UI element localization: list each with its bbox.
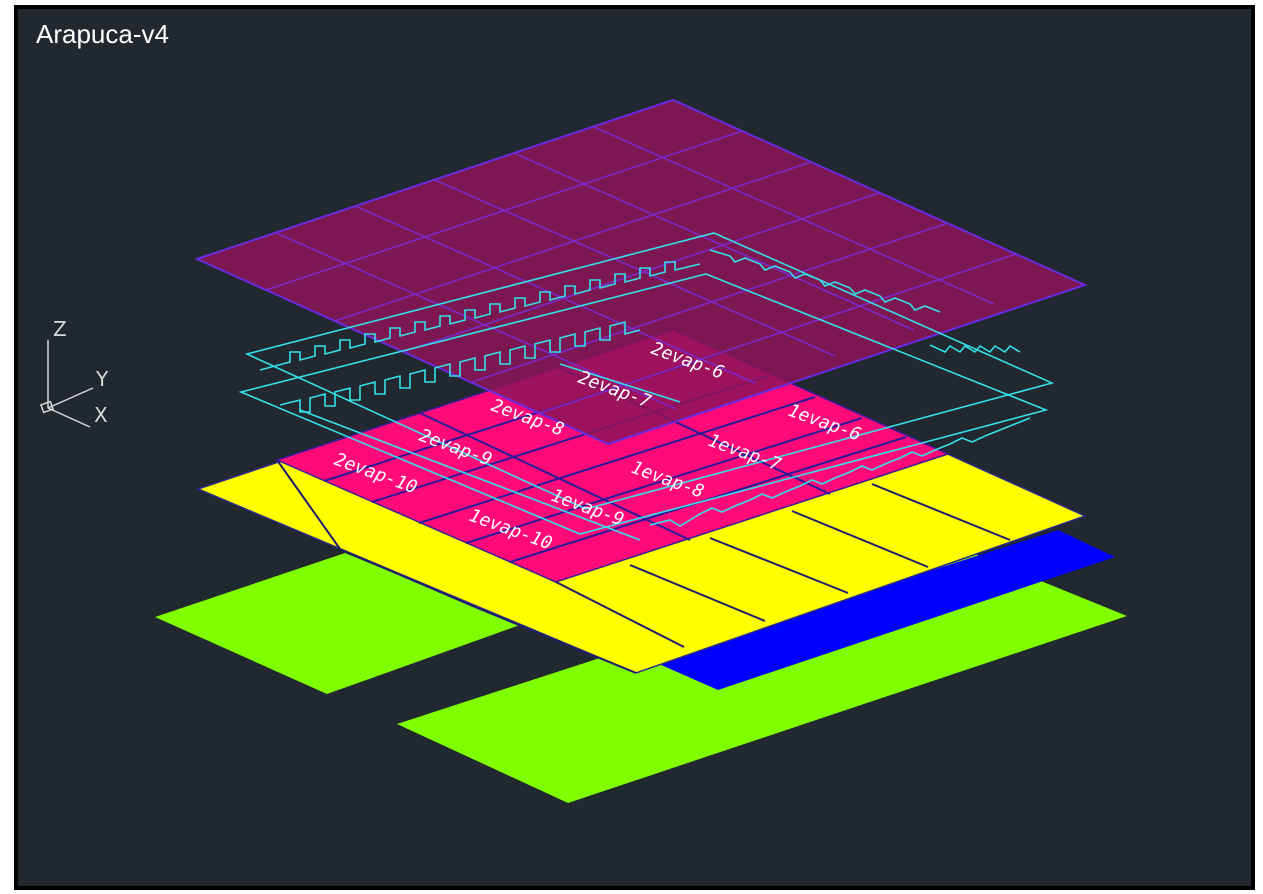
sipm-strip bbox=[650, 530, 1115, 690]
axis-y-label: Y bbox=[95, 367, 109, 391]
viewport-title: Arapuca-v4 bbox=[36, 19, 169, 49]
ucs-axis-icon bbox=[39, 340, 94, 428]
axis-z-label: Z bbox=[53, 317, 67, 341]
dichroic-cell-lines bbox=[276, 459, 1011, 674]
frame-outlines bbox=[238, 232, 1055, 541]
base-plate-left bbox=[155, 553, 520, 694]
axis-x-label: X bbox=[94, 403, 108, 427]
top-plate-grid bbox=[265, 126, 1017, 414]
